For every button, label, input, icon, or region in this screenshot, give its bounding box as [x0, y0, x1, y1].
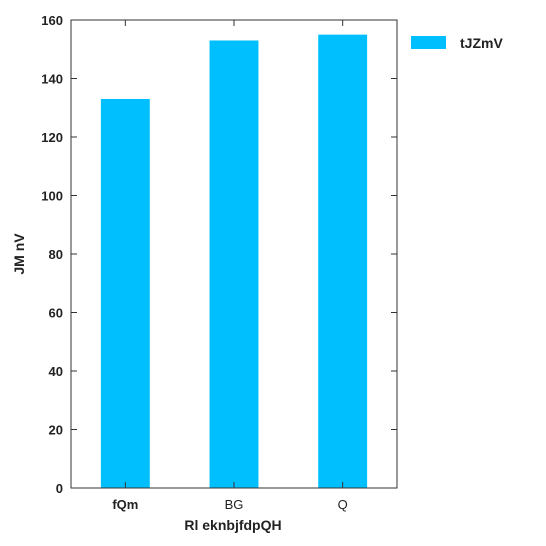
x-tick-label: BG: [225, 497, 244, 512]
bar-BG: [209, 40, 259, 488]
x-tick-label: fQm: [112, 497, 138, 512]
x-ticks-layer: fQm BG Q: [112, 20, 348, 512]
legend: tJZmV: [411, 35, 503, 51]
y-tick-label: 140: [41, 72, 63, 87]
y-tick-label: 40: [49, 364, 63, 379]
y-tick-label: 0: [56, 481, 63, 496]
y-ticks-layer: 0 20 40 60 80 100 120 140 160: [41, 13, 397, 496]
x-axis-label: Rl eknbjfdpQH: [184, 517, 281, 533]
y-axis-label: JM nV: [11, 233, 27, 275]
bar-fQm: [100, 98, 150, 488]
bar-Q: [318, 34, 368, 489]
legend-swatch: [411, 36, 446, 49]
y-tick-label: 20: [49, 423, 63, 438]
y-tick-label: 60: [49, 306, 63, 321]
y-tick-label: 100: [41, 189, 63, 204]
y-tick-label: 80: [49, 247, 63, 262]
bars-layer: [100, 34, 368, 489]
y-tick-label: 120: [41, 130, 63, 145]
x-tick-label: Q: [338, 497, 348, 512]
legend-label: tJZmV: [460, 35, 503, 51]
y-tick-label: 160: [41, 13, 63, 28]
